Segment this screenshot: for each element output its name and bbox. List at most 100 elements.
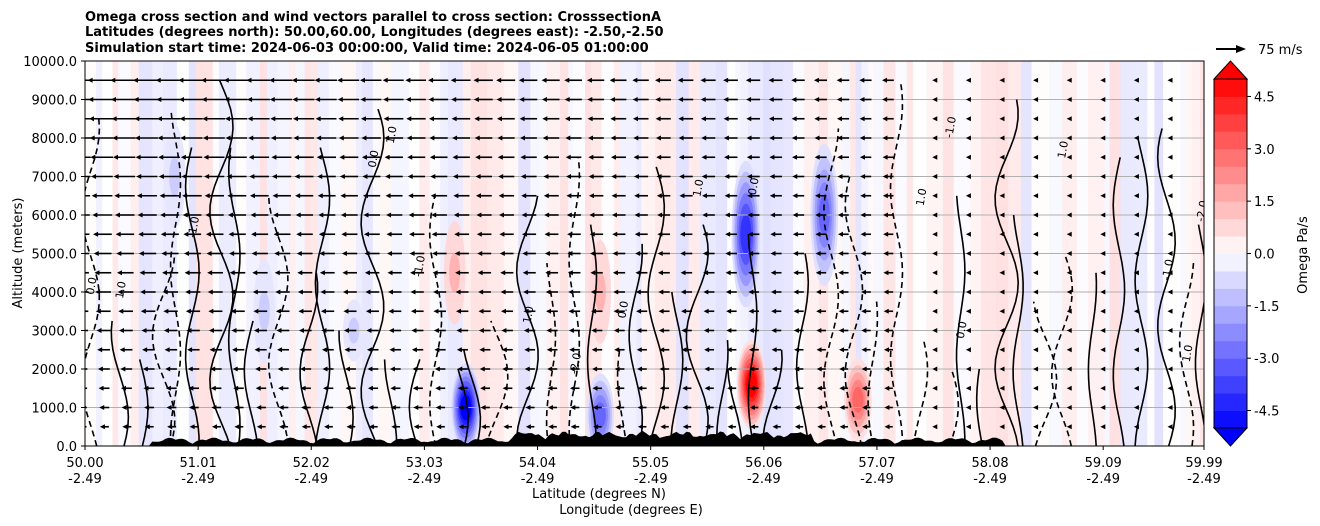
- wind-vector-head: [816, 347, 822, 353]
- wind-vector-head: [884, 405, 890, 410]
- wind-vector-head: [999, 116, 1005, 122]
- wind-vector-head: [1066, 116, 1072, 122]
- wind-vector-head: [317, 174, 323, 179]
- contour-line: [1156, 128, 1177, 446]
- wind-vector-head: [791, 97, 797, 102]
- colorbar-tick-label: 1.5: [1254, 195, 1275, 210]
- wind-vector-head: [158, 174, 164, 179]
- wind-vector-head: [388, 308, 394, 314]
- wind-vector-head: [883, 251, 889, 256]
- wind-vector-head: [932, 77, 938, 83]
- wind-vector-head: [592, 385, 598, 391]
- wind-vector-head: [163, 308, 169, 314]
- wind-vector-head: [633, 174, 639, 179]
- wind-vector-head: [861, 385, 867, 391]
- contour-label: 0.0: [84, 276, 100, 295]
- wind-vector-head: [181, 174, 187, 179]
- wind-vector-head: [91, 174, 97, 179]
- wind-vector-head: [610, 135, 616, 141]
- y-axis-label: Altitude (meters): [11, 198, 26, 309]
- colorbar-segment: [1214, 305, 1247, 324]
- contour-label: 1.0: [113, 280, 129, 299]
- wind-vector-head: [1033, 308, 1039, 314]
- wind-vector-head: [96, 328, 102, 333]
- wind-vector-head: [363, 231, 369, 237]
- wind-vector-head: [179, 97, 185, 102]
- wind-vector-head: [294, 174, 300, 179]
- wind-vector-head: [247, 116, 253, 122]
- wind-vector-head: [75, 347, 80, 352]
- wind-vector-head: [207, 289, 213, 295]
- wind-vector-head: [412, 366, 418, 372]
- wind-vector-head: [452, 154, 458, 160]
- wind-vector-head: [932, 154, 938, 160]
- wind-vector-head: [749, 405, 755, 410]
- wind-vector-head: [882, 116, 888, 122]
- wind-vector-head: [861, 289, 867, 295]
- wind-vector-head: [188, 385, 194, 391]
- wind-vector-head: [390, 405, 396, 410]
- wind-vector-head: [165, 366, 171, 372]
- wind-vector-head: [932, 308, 938, 314]
- wind-vector-head: [346, 424, 352, 430]
- wind-vector-head: [140, 308, 146, 314]
- wind-vector-head: [570, 424, 576, 430]
- wind-vector-head: [1167, 77, 1173, 83]
- wind-vector-head: [1167, 385, 1173, 391]
- wind-vector-head: [679, 174, 685, 179]
- contour-line: [463, 349, 482, 446]
- wind-vector-head: [999, 97, 1005, 102]
- wind-vector-head: [705, 424, 711, 430]
- wind-vector-head: [883, 212, 889, 218]
- wind-vector-head: [455, 270, 461, 276]
- wind-vector-head: [368, 405, 374, 410]
- wind-vector-head: [410, 308, 416, 314]
- wind-vector-head: [569, 366, 575, 372]
- wind-vector-head: [496, 116, 502, 122]
- wind-vector-head: [180, 154, 186, 160]
- wind-vector-head: [727, 385, 733, 391]
- wind-vector-head: [815, 212, 821, 218]
- wind-vector-head: [1133, 328, 1139, 333]
- wind-vector-head: [747, 251, 753, 256]
- wind-vector-head: [632, 97, 638, 102]
- wind-vector-head: [248, 135, 254, 141]
- wind-vector-head: [769, 154, 775, 160]
- wind-vector-head: [682, 405, 688, 410]
- x-tick-label-lon: -2.49: [181, 472, 215, 487]
- wind-vector-head: [315, 97, 321, 102]
- wind-vector-head: [248, 154, 254, 160]
- wind-vector-head: [678, 135, 684, 141]
- colorbar-segment: [1214, 393, 1247, 412]
- wind-vector-head: [1033, 270, 1039, 276]
- wind-vector-head: [543, 193, 549, 199]
- wind-vector-head: [251, 231, 257, 237]
- wind-vector-head: [165, 385, 171, 391]
- wind-vector-head: [502, 366, 508, 372]
- wind-vector-head: [90, 154, 96, 160]
- wind-vector-head: [296, 231, 302, 237]
- wind-vector-head: [451, 97, 457, 102]
- wind-vector-head: [322, 366, 328, 372]
- wind-vector-head: [320, 289, 326, 295]
- wind-vector-head: [861, 328, 867, 333]
- wind-vector-head: [769, 193, 775, 199]
- wind-vector-head: [346, 405, 352, 410]
- wind-vector-head: [429, 154, 435, 160]
- wind-vector-head: [544, 212, 550, 218]
- wind-vector-head: [838, 270, 844, 276]
- wind-vector-head: [291, 77, 297, 83]
- wind-vector-head: [1133, 77, 1139, 83]
- wind-vector-head: [838, 251, 844, 256]
- wind-vector-head: [614, 366, 620, 372]
- wind-vector-head: [884, 385, 890, 391]
- wind-vector-head: [208, 328, 214, 333]
- wind-vector-head: [703, 308, 709, 314]
- contour-line: [360, 108, 385, 446]
- wind-vector-head: [387, 289, 393, 295]
- wind-vector-head: [1066, 193, 1072, 199]
- wind-vector-head: [338, 116, 344, 122]
- contour-line: [1051, 253, 1074, 446]
- wind-vector-head: [142, 347, 148, 353]
- wind-vector-head: [73, 309, 78, 314]
